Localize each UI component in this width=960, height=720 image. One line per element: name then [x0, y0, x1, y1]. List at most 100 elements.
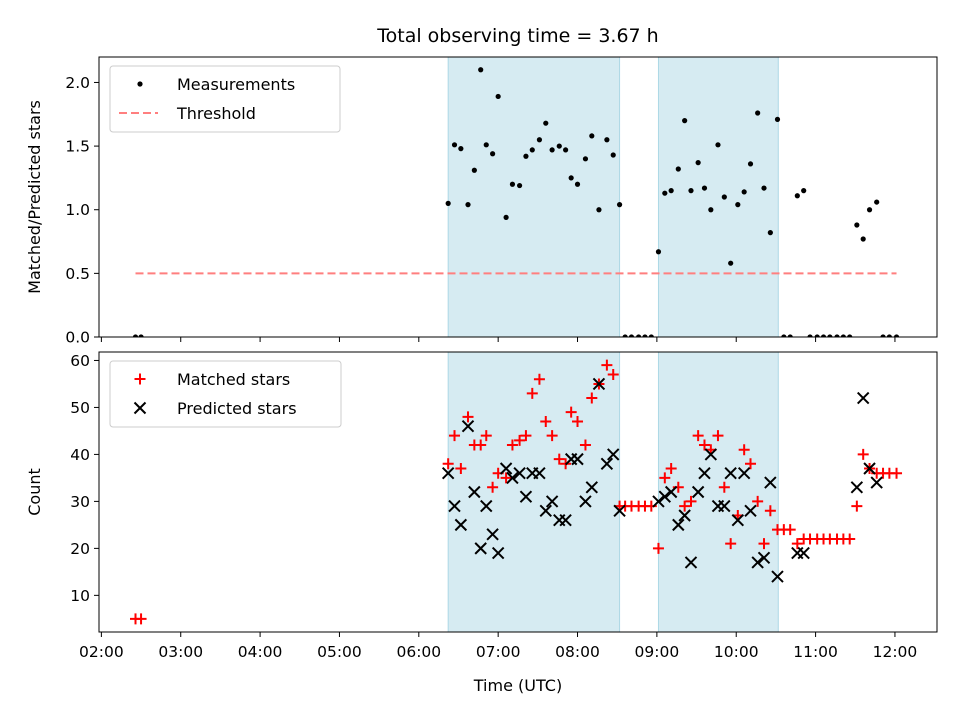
predicted-star-point — [737, 467, 751, 480]
matched-star-point — [679, 500, 691, 512]
matched-star-point — [565, 406, 577, 418]
measurement-point — [563, 147, 569, 153]
measurement-point — [132, 334, 139, 337]
matched-star-point — [692, 430, 704, 442]
matched-star-point — [607, 369, 619, 381]
measurement-point — [536, 137, 543, 143]
matched-star-point — [791, 538, 803, 550]
legend-measurements-swatch — [137, 81, 143, 87]
figure-title: Total observing time = 3.67 h — [376, 25, 658, 47]
measurement-point — [735, 202, 741, 208]
series-measurements — [132, 67, 900, 337]
matched-star-point — [506, 439, 518, 451]
y-axis-label: Matched/Predicted stars — [25, 100, 44, 294]
matched-star-point — [514, 434, 526, 446]
measurement-point — [509, 181, 516, 187]
predicted-star-point — [757, 551, 771, 564]
predicted-star-point — [585, 481, 599, 494]
measurement-point — [840, 334, 846, 337]
measurement-point — [880, 334, 886, 337]
predicted-star-point — [691, 485, 705, 499]
y-tick-label: 40 — [70, 446, 90, 464]
measurement-point — [860, 236, 866, 242]
measurement-point — [834, 334, 840, 337]
y-tick-label: 0.0 — [65, 329, 90, 347]
measurement-point — [787, 334, 793, 337]
x-tick-label: 06:00 — [396, 643, 441, 661]
measurement-point — [701, 185, 708, 191]
measurement-point — [138, 334, 144, 337]
matched-star-point — [851, 500, 863, 512]
measurement-point — [471, 167, 477, 173]
matched-star-point — [553, 453, 565, 465]
predicted-star-point — [592, 377, 606, 391]
matched-star-point — [520, 430, 532, 442]
measurement-point — [662, 190, 668, 196]
matched-star-point — [718, 481, 730, 493]
x-tick-label: 02:00 — [79, 643, 124, 661]
matched-star-point — [449, 430, 461, 442]
observing-window-span — [447, 56, 621, 338]
measurement-point — [781, 334, 787, 337]
measurement-point — [668, 188, 674, 194]
predicted-star-point — [698, 467, 711, 480]
x-tick-label: 05:00 — [317, 643, 362, 661]
x-tick-label: 08:00 — [555, 643, 600, 661]
y-tick-label: 60 — [70, 352, 90, 370]
matched-star-point — [586, 392, 598, 404]
measurement-point — [774, 116, 781, 122]
measurement-point — [794, 193, 800, 199]
matched-star-point — [745, 458, 757, 470]
measurement-point — [688, 188, 694, 194]
predicted-star-point — [613, 504, 626, 517]
predicted-star-point — [863, 462, 876, 475]
matched-star-point — [652, 542, 664, 554]
measurement-point — [820, 334, 827, 337]
measurement-point — [721, 194, 727, 200]
y-tick-label: 2.0 — [65, 74, 90, 92]
predicted-star-point — [718, 499, 731, 513]
matched-star-point — [475, 439, 487, 451]
measurement-point — [866, 207, 873, 213]
measurement-point — [478, 67, 484, 73]
measurement-point — [761, 185, 767, 191]
measurement-point — [715, 142, 721, 148]
predicted-star-point — [513, 467, 526, 480]
predicted-star-point — [678, 509, 691, 522]
x-tick-label: 09:00 — [635, 643, 680, 661]
predicted-star-point — [486, 528, 499, 541]
measurement-point — [854, 222, 860, 228]
measurement-point — [767, 230, 773, 236]
predicted-star-point — [870, 476, 883, 489]
measurement-point — [495, 93, 501, 100]
matched-star-point — [533, 373, 545, 385]
predicted-star-point — [441, 467, 455, 480]
predicted-star-point — [506, 471, 519, 485]
y-tick-label: 30 — [70, 493, 90, 511]
matched-star-point — [135, 613, 147, 625]
predicted-star-point — [607, 448, 620, 461]
matched-star-point — [891, 467, 903, 479]
measurement-point — [682, 118, 688, 124]
x-tick-label: 12:00 — [873, 643, 918, 661]
matched-star-point — [455, 463, 467, 475]
measurement-point — [445, 200, 451, 206]
legend-entry-label: Predicted stars — [177, 399, 297, 418]
matched-star-point — [526, 387, 538, 399]
matched-star-point — [487, 481, 499, 493]
matched-star-point — [540, 416, 552, 428]
predicted-star-point — [744, 504, 757, 517]
measurement-point — [827, 334, 833, 337]
measurement-point — [655, 249, 662, 255]
measurement-point — [675, 166, 681, 172]
predicted-star-point — [704, 448, 718, 461]
measurement-point — [616, 202, 623, 208]
legend-matched-swatch — [134, 373, 146, 385]
legend-predicted-swatch — [133, 401, 147, 415]
y-tick-label: 0.5 — [65, 265, 90, 283]
plot-area — [132, 67, 900, 337]
matched-star-point — [844, 533, 856, 545]
x-tick-label: 03:00 — [158, 643, 203, 661]
measurement-point — [755, 110, 761, 116]
measurement-point — [847, 334, 853, 337]
